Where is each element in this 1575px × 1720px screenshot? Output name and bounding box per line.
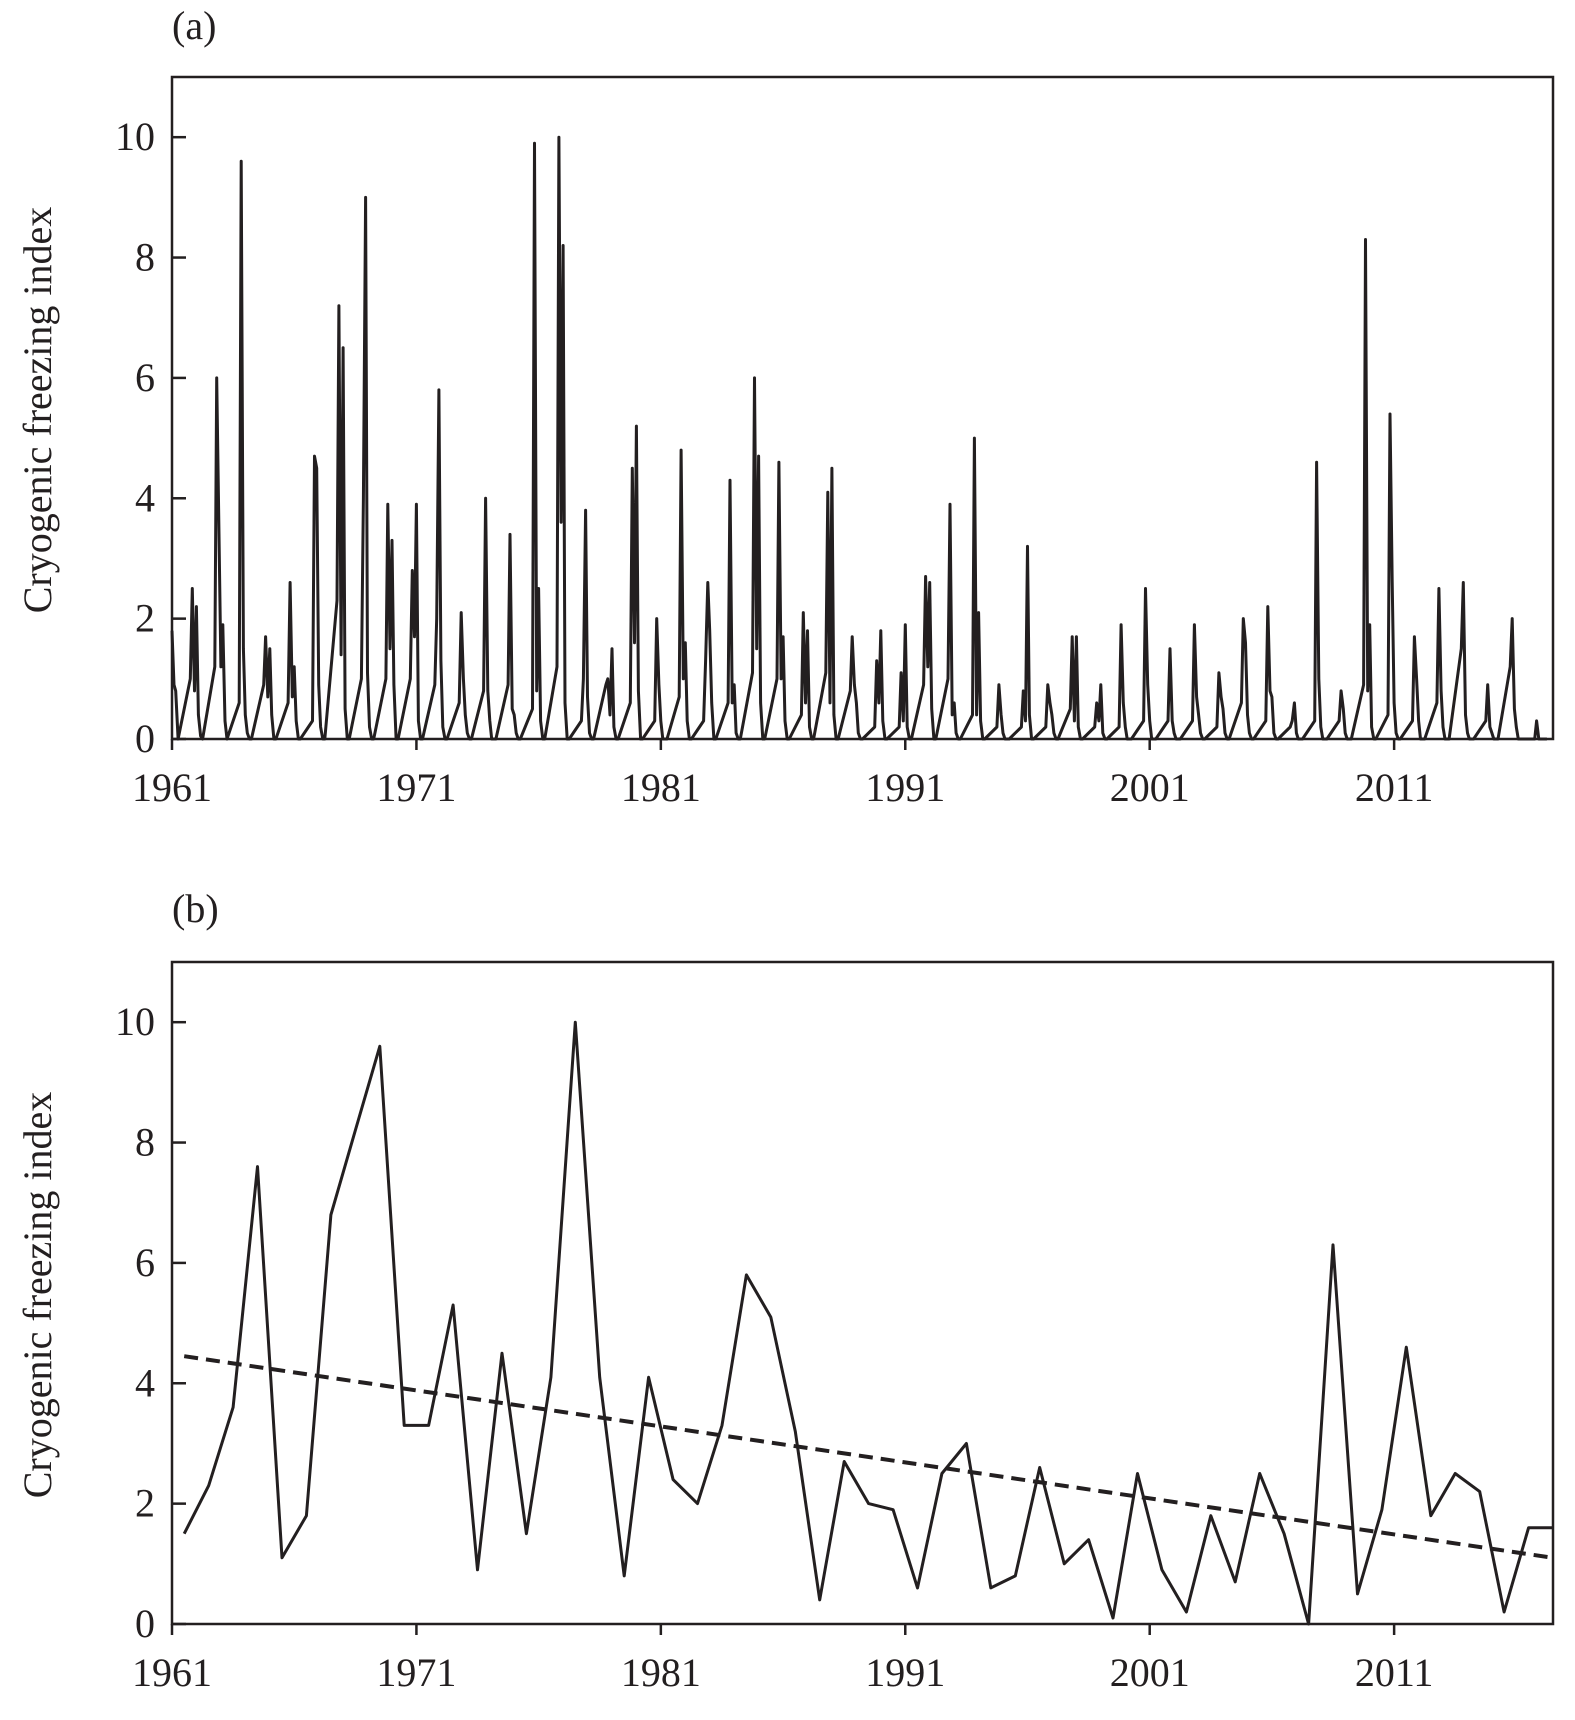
panel-b-x-tick-label-1971: 1971: [376, 1650, 456, 1695]
panel-b: (b) Cryogenic freezing index 0 2 4 6 8 10 1961…: [15, 886, 1555, 1695]
panel-b-x-tick-label-2011: 2011: [1355, 1650, 1434, 1695]
panel-a-series-monthly-index: [170, 135, 1547, 741]
panel-b-x-tick-label-1981: 1981: [621, 1650, 701, 1695]
panel-a-y-tick-label-0: 0: [135, 716, 155, 761]
panel-a-y-tick-label-6: 6: [135, 355, 155, 400]
panel-a-x-tick-label-1991: 1991: [865, 765, 945, 810]
panel-b-y-tick-label-10: 10: [115, 999, 155, 1044]
panel-b-x-tick-label-1991: 1991: [865, 1650, 945, 1695]
panel-a-x-tick-label-2011: 2011: [1355, 765, 1434, 810]
panel-b-y-tick-label-4: 4: [135, 1360, 155, 1405]
panel-a-y-tick-label-8: 8: [135, 235, 155, 280]
panel-a-x-tick-label-1971: 1971: [376, 765, 456, 810]
panel-b-x-tick-label-2001: 2001: [1110, 1650, 1190, 1695]
panel-b-y-tick-label-6: 6: [135, 1240, 155, 1285]
panel-b-x-tick-label-1961: 1961: [132, 1650, 212, 1695]
panel-a: (a) Cryogenic freezing index 0 2 4 6 8 10 1961…: [15, 3, 1555, 810]
panel-b-label: (b): [172, 886, 219, 931]
panel-b-y-axis-title: Cryogenic freezing index: [15, 1092, 60, 1499]
panel-a-y-axis-title: Cryogenic freezing index: [15, 207, 60, 614]
panel-a-y-tick-label-4: 4: [135, 475, 155, 520]
panel-b-series-linear-trend: [183, 1354, 1554, 1560]
panel-b-y-tick-label-0: 0: [135, 1601, 155, 1646]
panel-b-y-tick-label-2: 2: [135, 1481, 155, 1526]
panel-b-plot-frame: [170, 960, 1555, 1626]
panel-b-series-annual-index: [182, 1020, 1553, 1626]
panel-b-y-tick-label-8: 8: [135, 1120, 155, 1165]
panel-a-label: (a): [172, 3, 216, 48]
panel-a-x-tick-label-1961: 1961: [132, 765, 212, 810]
panel-a-x-tick-label-2001: 2001: [1110, 765, 1190, 810]
panel-a-plot-frame: [170, 75, 1555, 741]
panel-a-y-tick-label-2: 2: [135, 596, 155, 641]
panel-a-x-tick-label-1981: 1981: [621, 765, 701, 810]
panel-a-y-tick-label-10: 10: [115, 114, 155, 159]
